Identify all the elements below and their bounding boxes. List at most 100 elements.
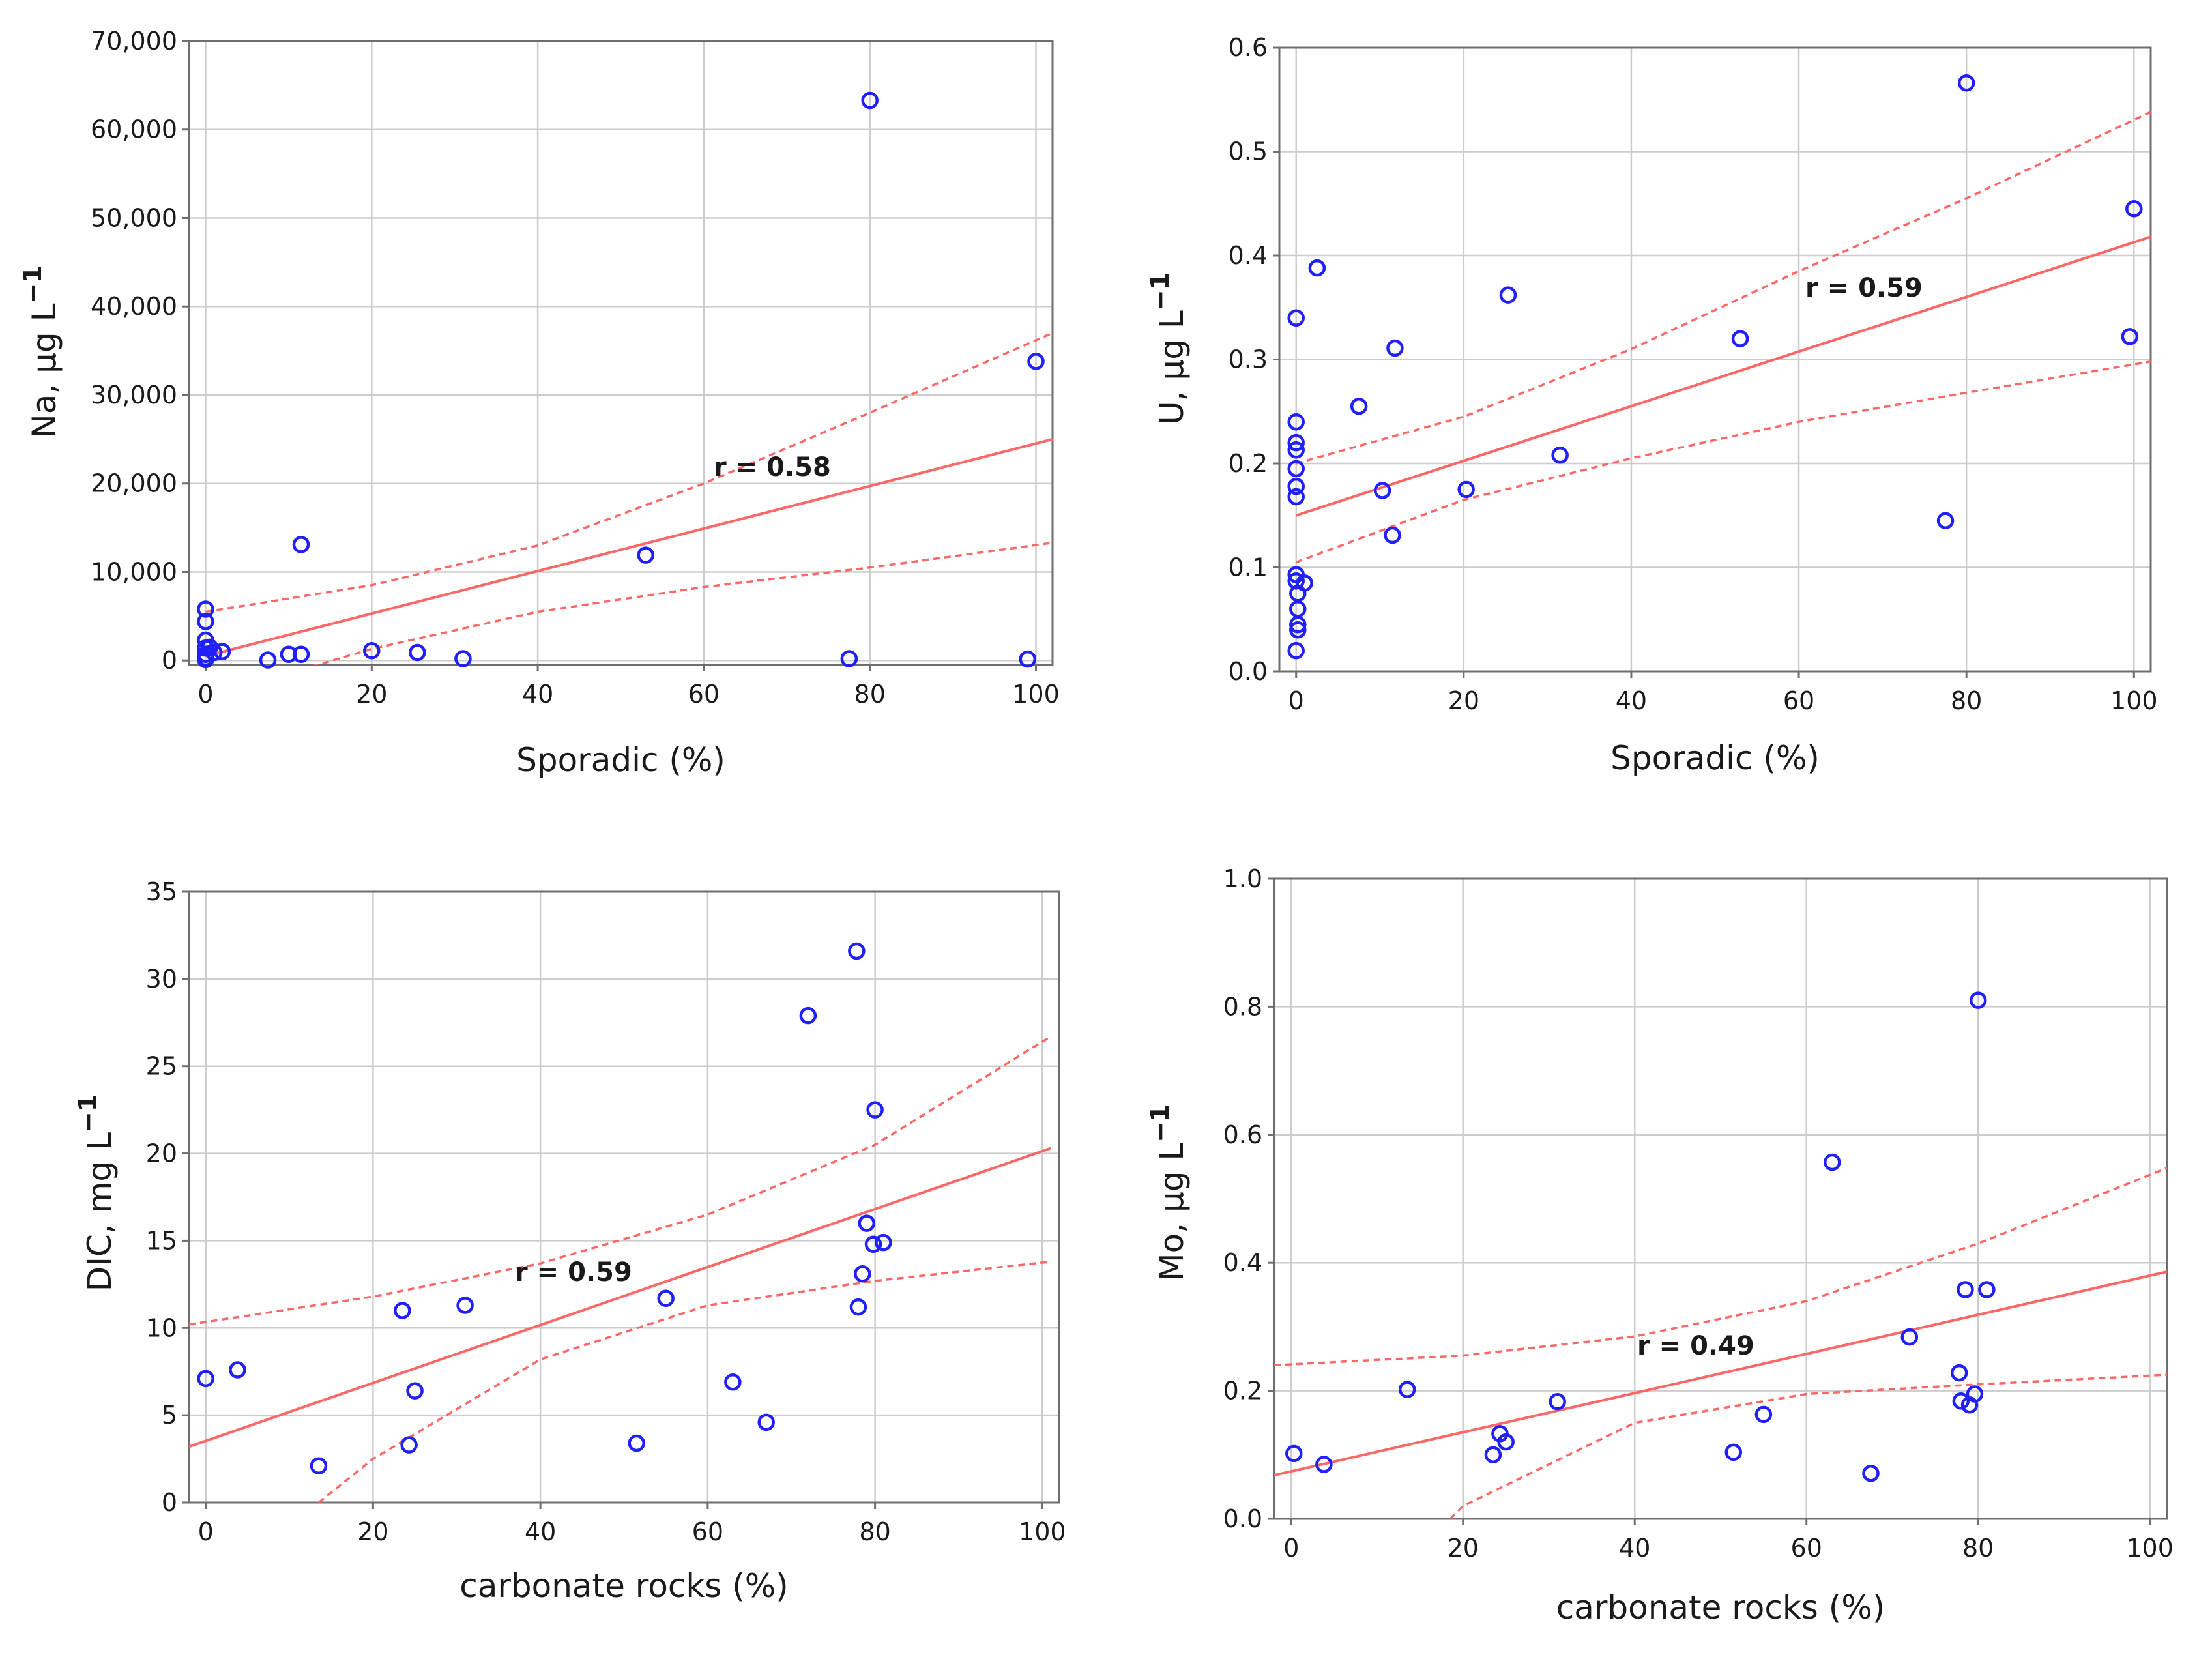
plot-area <box>1274 1167 2167 1519</box>
y-tick-label: 15 <box>146 1226 177 1255</box>
data-point <box>1724 1443 1743 1461</box>
data-point <box>1551 446 1569 464</box>
x-tick-label: 60 <box>688 680 720 709</box>
y-tick-label: 0.1 <box>1229 553 1268 582</box>
regression-line <box>205 437 1053 658</box>
regression-line <box>189 1147 1051 1448</box>
data-point <box>1308 259 1326 277</box>
data-point <box>409 643 426 662</box>
x-tick-label: 60 <box>1791 1534 1822 1562</box>
x-tick-label: 60 <box>692 1518 723 1546</box>
x-tick-label: 100 <box>2126 1534 2174 1562</box>
data-point <box>854 1265 871 1283</box>
plot-area <box>189 1035 1052 1503</box>
data-point <box>861 91 879 110</box>
data-point <box>292 645 310 663</box>
y-axis-title: Na, µg L−1 <box>18 265 63 438</box>
y-tick-label: 35 <box>146 877 177 906</box>
data-point <box>1287 433 1305 452</box>
data-point <box>849 1298 867 1316</box>
y-tick-label: 0.3 <box>1229 345 1268 374</box>
data-point <box>197 1370 214 1388</box>
data-point <box>1287 460 1305 478</box>
data-point <box>1289 615 1307 634</box>
data-point <box>1966 1385 1984 1403</box>
x-tick-label: 60 <box>1783 686 1814 715</box>
y-tick-label: 1.0 <box>1223 864 1262 893</box>
x-tick-label: 0 <box>198 1518 214 1546</box>
data-point <box>292 536 310 553</box>
data-point <box>1952 1392 1970 1410</box>
y-tick-label: 5 <box>162 1401 177 1430</box>
ci-upper-line <box>1296 111 2151 465</box>
y-tick-label: 0.0 <box>1229 657 1268 686</box>
x-tick-label: 40 <box>1619 1534 1650 1562</box>
plot-area <box>1296 111 2151 564</box>
correlation-label: r = 0.59 <box>515 1257 632 1287</box>
y-tick-label: 0.4 <box>1223 1248 1262 1277</box>
x-tick-label: 80 <box>854 680 886 709</box>
x-tick-label: 20 <box>1448 1534 1479 1562</box>
y-axis-title: Mo, µg L−1 <box>1146 1104 1191 1281</box>
data-point <box>2121 328 2139 345</box>
x-tick-label: 80 <box>1951 686 1982 715</box>
data-point <box>1862 1465 1880 1482</box>
data-point <box>1287 572 1305 590</box>
data-point <box>628 1434 646 1452</box>
y-tick-label: 20,000 <box>91 469 177 498</box>
y-tick-label: 0.4 <box>1229 241 1268 270</box>
data-point <box>757 1413 775 1431</box>
y-tick-label: 0.2 <box>1223 1377 1262 1405</box>
chart-panel-1: 0 20 40 60 80 100 0 10,000 20,000 30,000 40,000 50,… <box>18 27 1060 779</box>
data-point <box>1287 477 1305 495</box>
data-point <box>310 1457 328 1475</box>
data-point <box>1285 1444 1303 1463</box>
y-tick-label: 20 <box>146 1139 177 1168</box>
data-point <box>1978 1281 1996 1298</box>
plot-frame <box>188 890 1060 1504</box>
data-point <box>1287 309 1305 327</box>
ci-lower-line <box>1449 1373 2167 1519</box>
x-tick-label: 80 <box>1962 1534 1994 1562</box>
data-point <box>1315 1456 1333 1473</box>
y-tick-label: 0.0 <box>1223 1504 1262 1533</box>
x-tick-label: 0 <box>1288 686 1304 715</box>
y-tick-label: 10,000 <box>91 557 177 586</box>
ci-lower-line <box>317 1260 1051 1503</box>
x-tick-label: 40 <box>525 1518 556 1546</box>
data-point <box>848 942 866 960</box>
chart-panel-2: 0 20 40 60 80 100 0.0 0.1 0.2 0.3 0.4 0.5 0.6 Sporadi… <box>1146 33 2158 777</box>
data-point <box>1824 1153 1841 1171</box>
y-tick-label: 0.6 <box>1223 1121 1262 1149</box>
data-point <box>1350 398 1368 415</box>
regression-line <box>1274 1270 2167 1477</box>
data-point <box>799 1006 817 1025</box>
x-tick-label: 100 <box>1012 680 1060 709</box>
data-point <box>1957 74 1975 92</box>
regression-line <box>1296 235 2151 517</box>
data-point <box>1398 1381 1416 1398</box>
data-point <box>454 650 472 667</box>
x-tick-label: 20 <box>1448 686 1479 715</box>
data-point <box>1296 574 1313 592</box>
chart-panel-4: 0 20 40 60 80 100 0.0 0.2 0.4 0.6 0.8 1.0 carbonate … <box>1146 864 2174 1626</box>
x-axis-title: carbonate rocks (%) <box>459 1567 789 1605</box>
plot-area <box>205 332 1053 665</box>
data-point <box>197 613 214 630</box>
data-point <box>456 1297 474 1314</box>
x-axis-title: carbonate rocks (%) <box>1556 1589 1885 1626</box>
data-point <box>363 642 381 660</box>
correlation-label: r = 0.49 <box>1637 1331 1754 1361</box>
x-tick-label: 20 <box>357 1518 388 1546</box>
data-point <box>1019 650 1037 668</box>
data-point <box>1289 621 1307 639</box>
correlation-label: r = 0.59 <box>1805 273 1923 303</box>
data-point <box>1287 441 1305 459</box>
ci-upper-line <box>189 1035 1052 1326</box>
data-point <box>280 645 298 663</box>
data-point <box>1731 330 1749 347</box>
data-point <box>1754 1405 1773 1424</box>
data-point <box>400 1436 418 1454</box>
y-tick-label: 25 <box>146 1052 177 1081</box>
